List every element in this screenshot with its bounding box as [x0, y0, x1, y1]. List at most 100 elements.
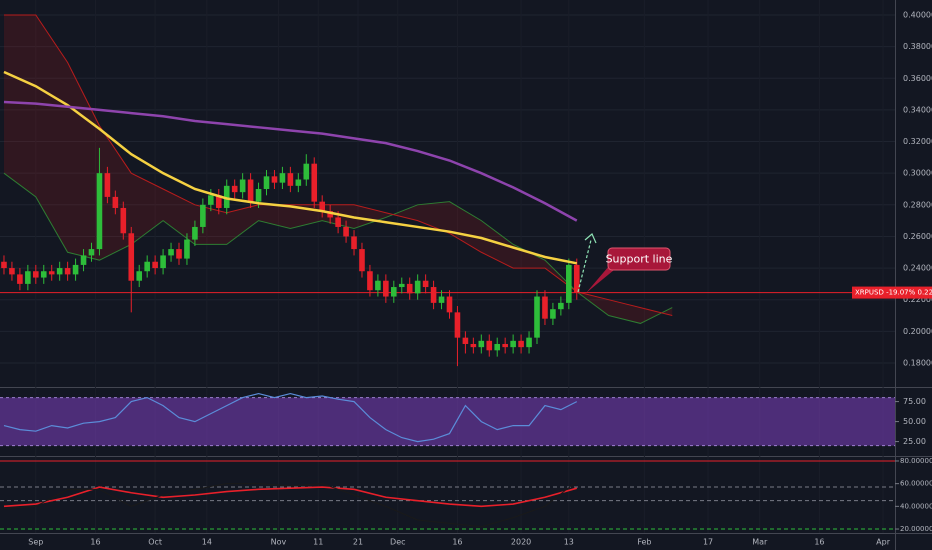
candle-body	[88, 249, 95, 256]
candle-body	[208, 195, 214, 205]
candle-body	[303, 163, 310, 180]
rsi-tick-label: 75.00	[903, 397, 926, 406]
candle-body	[454, 312, 461, 338]
x-tick-label: 16	[90, 538, 100, 547]
candle-body	[152, 261, 158, 269]
candle-body	[406, 283, 413, 294]
candle-body	[295, 179, 302, 186]
osc-tick-label: 20.000000	[900, 525, 932, 533]
candle-body	[327, 211, 333, 218]
candle-body	[566, 264, 572, 303]
candle-body	[558, 302, 564, 310]
candle-body	[80, 255, 87, 265]
candle-body	[239, 179, 246, 193]
candle-body	[215, 195, 222, 208]
osc-line	[3, 486, 577, 508]
candle-body	[446, 296, 453, 313]
candle-body	[200, 204, 206, 227]
candle-body	[422, 280, 429, 288]
candle-body	[279, 173, 286, 183]
candle-body	[48, 271, 55, 275]
candle-body	[247, 179, 254, 202]
osc-tick-label: 60.000000	[900, 480, 932, 488]
candle-body	[33, 271, 39, 278]
candle-body	[438, 296, 445, 303]
candle-body	[414, 280, 421, 294]
candle-body	[120, 207, 127, 234]
candle-body	[168, 249, 174, 256]
candle-body	[192, 226, 198, 240]
candle-body	[223, 185, 230, 208]
candle-body	[430, 287, 437, 303]
x-tick-label: 17	[703, 538, 713, 547]
y-tick-label: 0.40000	[903, 11, 932, 20]
osc-tick-label: 40.000000	[900, 502, 932, 510]
candle-body	[478, 340, 485, 348]
candle-body	[518, 340, 524, 348]
x-tick-label: Apr	[876, 538, 891, 547]
candle-body	[526, 337, 532, 348]
candle-body	[398, 283, 405, 288]
moving-average	[3, 100, 578, 222]
candle-body	[56, 268, 63, 275]
candle-body	[112, 196, 119, 208]
candle-body	[462, 337, 469, 344]
candle-body	[343, 226, 349, 237]
candle-body	[335, 217, 341, 227]
candle-body	[255, 188, 262, 202]
candle-body	[96, 173, 103, 250]
x-tick-label: Mar	[752, 538, 768, 547]
osc-line	[3, 480, 578, 528]
candle-body	[72, 264, 79, 275]
candle-body	[375, 280, 381, 291]
rsi-tick-label: 25.00	[903, 437, 926, 446]
osc-tick-label: 80.000000	[900, 457, 932, 465]
rsi-band	[0, 397, 895, 446]
candle-body	[176, 249, 182, 259]
candle-body	[1, 261, 7, 269]
arrow-head	[584, 233, 597, 244]
callout-box	[607, 247, 671, 271]
candle-body	[17, 274, 23, 284]
candle-body	[263, 176, 270, 189]
candle-body	[486, 340, 493, 351]
x-tick-label: 14	[202, 538, 212, 547]
candle-body	[40, 271, 47, 278]
candle-body	[502, 343, 508, 348]
candle-body	[573, 264, 580, 293]
callout-pointer	[586, 266, 614, 293]
x-tick-label: Nov	[271, 538, 287, 547]
last-price-label: XRPUSD -19.07% 0.22450	[855, 289, 932, 297]
candle-body	[367, 271, 373, 291]
x-tick-label: Oct	[148, 538, 162, 547]
candle-body	[64, 268, 71, 275]
cloud-edge	[3, 14, 673, 317]
candle-body	[128, 233, 135, 281]
candle-body	[9, 268, 15, 275]
candle-body	[144, 261, 150, 272]
candle-body	[271, 176, 278, 183]
candle-body	[470, 343, 477, 348]
candle-body	[534, 296, 540, 338]
x-tick-label: 13	[564, 538, 574, 547]
candle-body	[494, 343, 501, 351]
candle-body	[542, 296, 548, 319]
candle-body	[136, 271, 143, 281]
x-tick-label: 16	[814, 538, 824, 547]
candle-body	[319, 201, 325, 212]
x-tick-label: Sep	[28, 538, 43, 547]
moving-average	[3, 70, 578, 265]
x-tick-label: Dec	[390, 538, 405, 547]
rsi-line	[3, 392, 578, 443]
